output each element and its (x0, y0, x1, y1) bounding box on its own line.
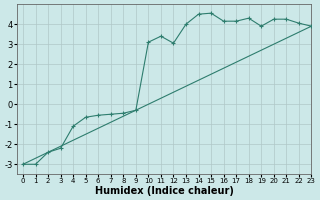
X-axis label: Humidex (Indice chaleur): Humidex (Indice chaleur) (95, 186, 234, 196)
